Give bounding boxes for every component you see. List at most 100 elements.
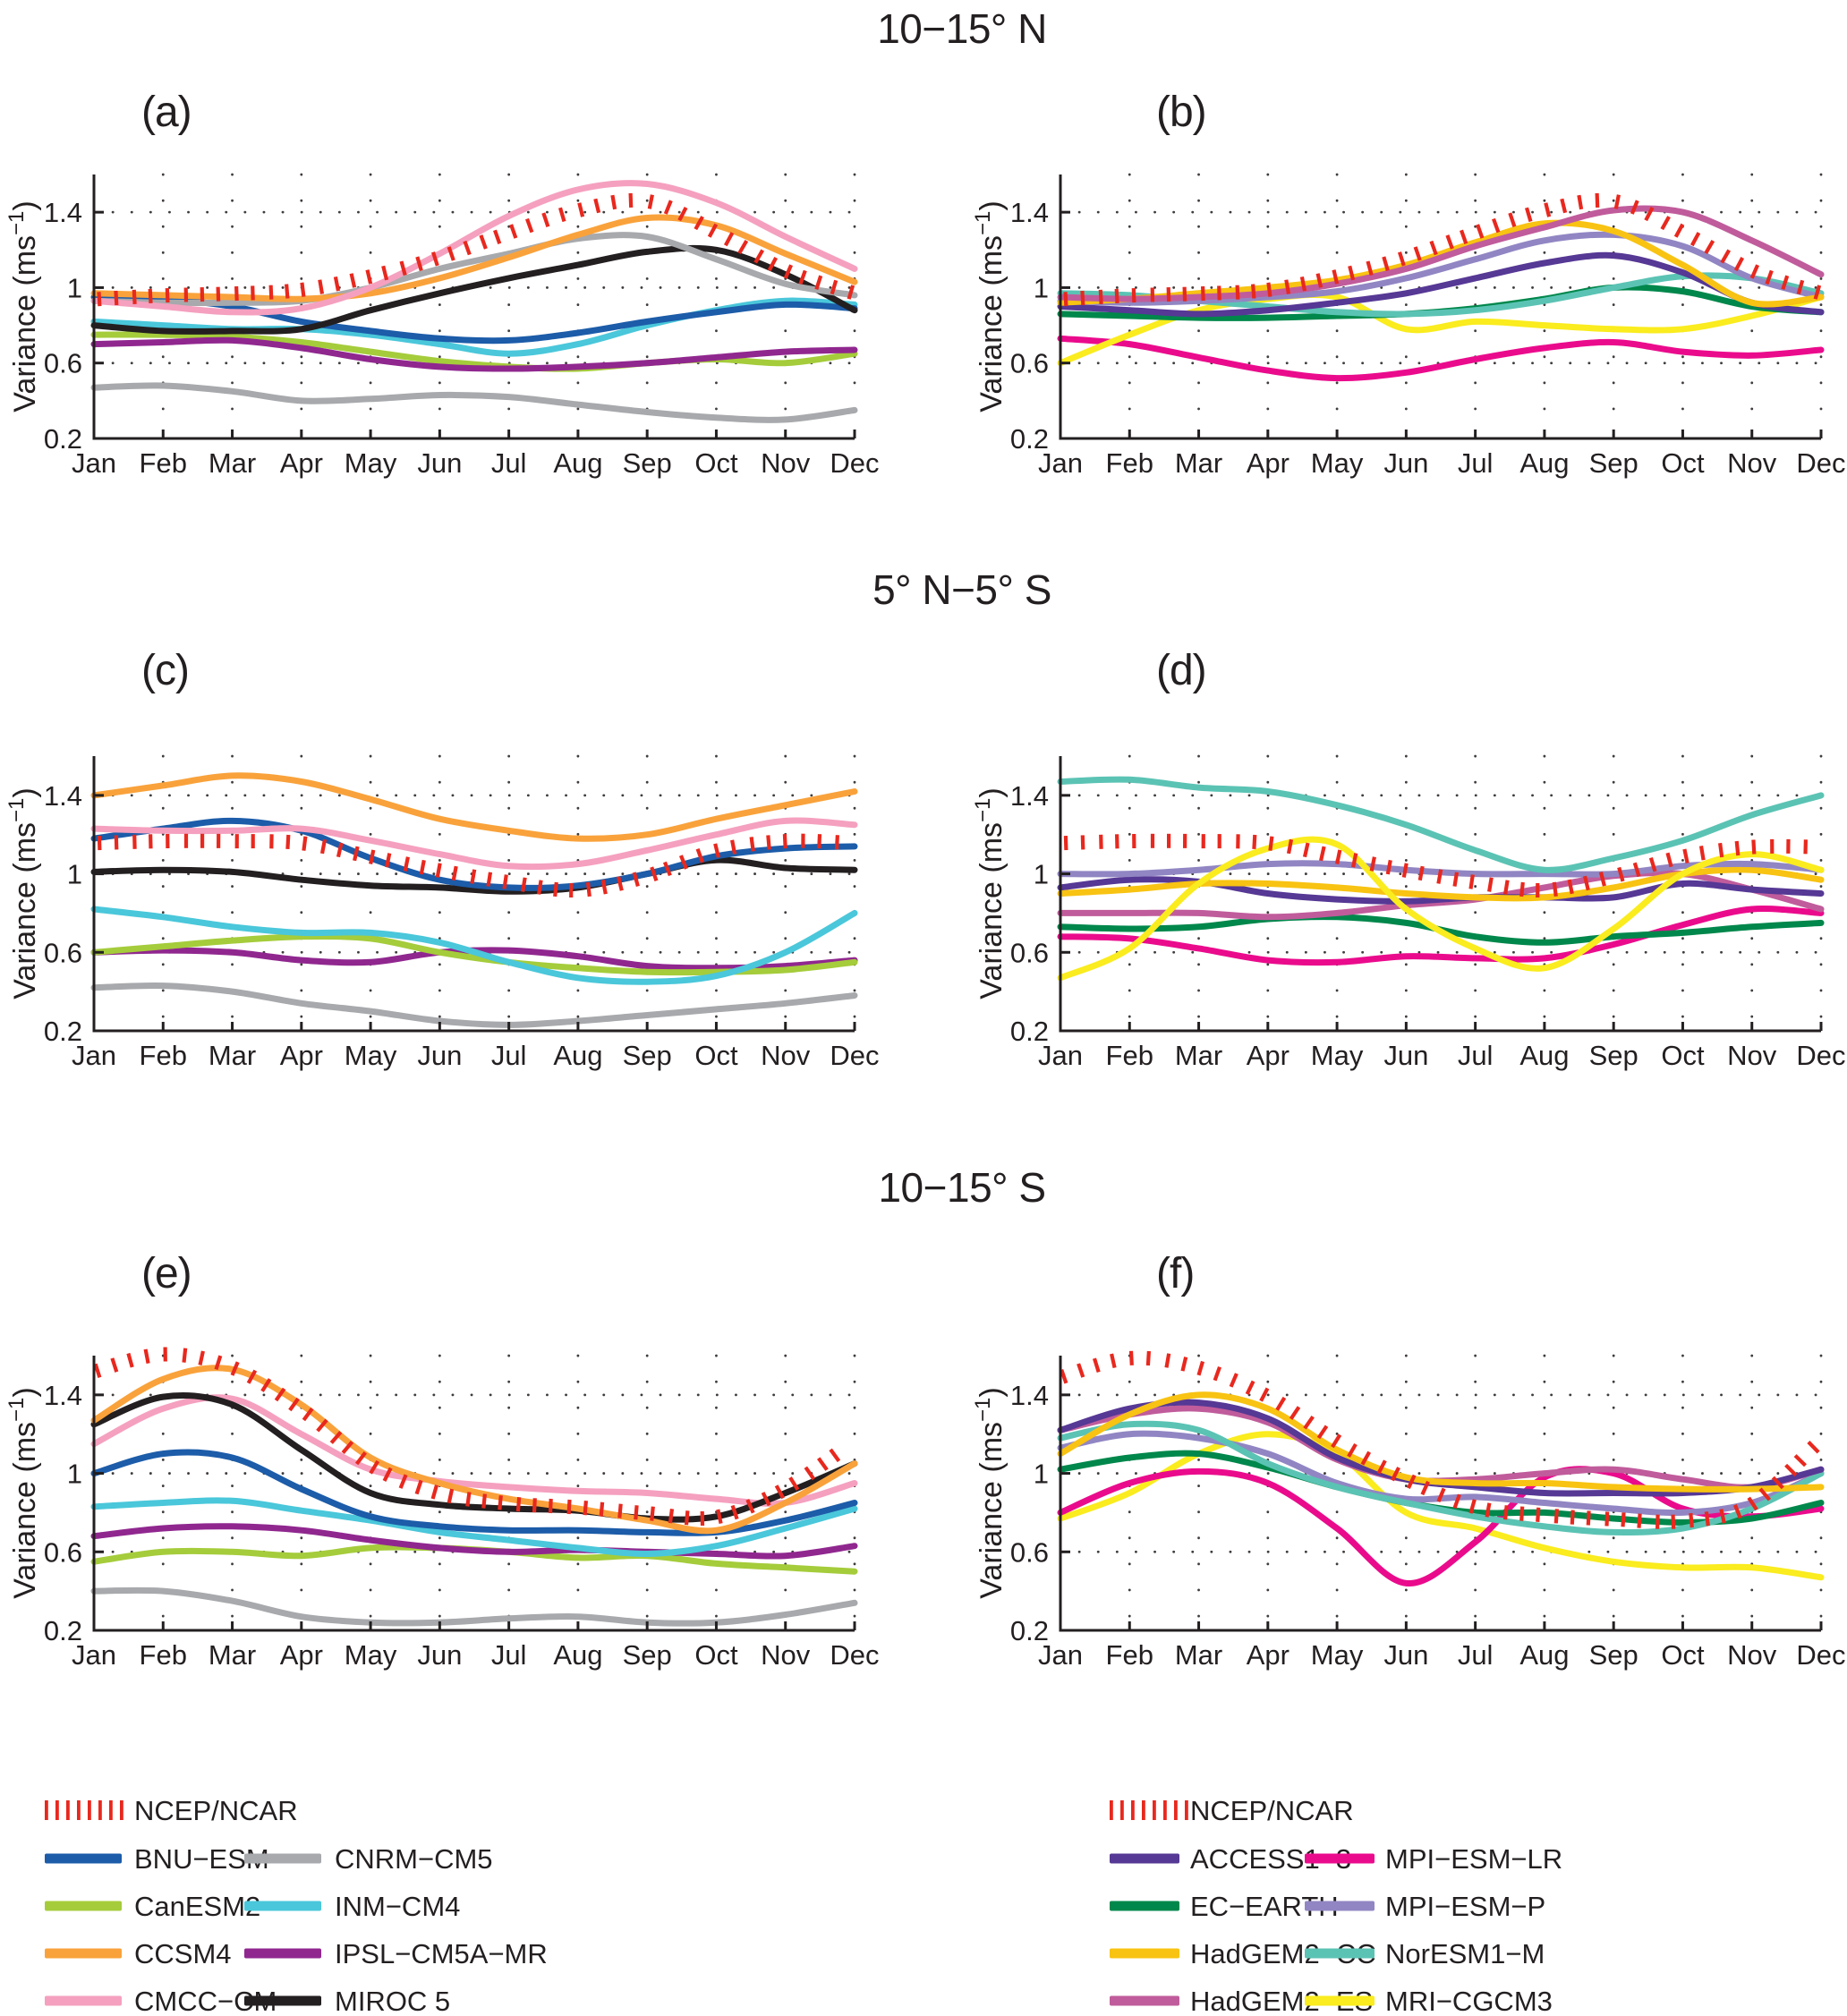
hatch-tick (1259, 1387, 1270, 1402)
hatch-tick (214, 1355, 223, 1371)
hatch-tick (583, 1501, 588, 1516)
x-tick-label: Jan (72, 1639, 116, 1671)
hatch-tick (730, 839, 737, 855)
legend-hatch-bar (120, 1800, 123, 1820)
hatch-tick (834, 835, 839, 850)
hatch-tick (1732, 1504, 1742, 1519)
hatch-tick (1577, 194, 1584, 210)
hatch-tick (749, 837, 755, 852)
y-tick-label: 0.6 (44, 1536, 82, 1568)
hatch-tick (610, 194, 617, 210)
y-tick-label: 1.4 (1010, 197, 1049, 228)
series-line-CNRM-CM5 (90, 1586, 858, 1627)
panel-letter-a: (a) (141, 89, 192, 136)
series-line-CCSM4 (90, 772, 858, 842)
legend-swatch-EC-EARTH (1110, 1901, 1179, 1911)
legend-label: MPI−ESM−P (1385, 1891, 1545, 1922)
hatch-tick (1660, 216, 1671, 231)
hatch-tick (234, 285, 239, 302)
x-tick-label: Sep (623, 447, 672, 479)
hatch-tick (766, 835, 771, 850)
series-line-MIROC-5 (90, 244, 858, 335)
hatch-tick (230, 1361, 240, 1376)
y-axis-label: Variance (ms−1) (4, 1387, 42, 1598)
series-hatch-NCEP-NCAR (97, 833, 839, 898)
hatch-tick (1413, 246, 1422, 261)
x-tick-label: May (345, 1639, 397, 1671)
hatch-tick (694, 216, 704, 231)
hatch-tick (1595, 192, 1600, 208)
hatch-tick (585, 881, 592, 897)
hatch-tick (381, 265, 389, 281)
hatch-tick (1251, 284, 1256, 299)
y-tick-label: 1 (67, 859, 82, 890)
series-line-gray-unlabeled- (90, 232, 858, 307)
hatch-tick (97, 292, 102, 307)
hatch-tick (707, 223, 719, 238)
legend-swatch-CNRM-CM5 (244, 1853, 321, 1864)
row-title-10-15N: 10−15° N (877, 5, 1047, 52)
hatch-tick (182, 1348, 188, 1363)
hatch-tick (316, 1418, 328, 1433)
x-tick-label: Aug (1519, 1040, 1569, 1071)
hatch-tick (430, 1484, 439, 1500)
hatch-tick (730, 1504, 739, 1520)
y-tick-label: 1.4 (44, 1380, 82, 1411)
hatch-tick (761, 1492, 771, 1507)
hatch-tick (1570, 1510, 1575, 1525)
hatch-tick (1360, 1450, 1372, 1466)
hatch-tick (1476, 224, 1485, 239)
legend-label: CanESM2 (134, 1891, 260, 1922)
hatch-tick (414, 1479, 423, 1495)
hatch-tick (1128, 1350, 1134, 1365)
hatch-tick (1733, 257, 1745, 272)
legend-hatch-bar (1142, 1800, 1145, 1820)
y-tick-label: 0.2 (1010, 1615, 1049, 1646)
x-tick-label: Dec (830, 447, 879, 479)
series-line-INM-CM4 (90, 1497, 858, 1558)
series-line-NorESM1-M (1057, 776, 1825, 873)
legend-label: NorESM1−M (1385, 1938, 1545, 1969)
y-tick-label: 0.2 (44, 1016, 82, 1047)
hatch-tick (677, 207, 688, 222)
hatch-tick (300, 282, 306, 297)
x-tick-label: Jun (1383, 1639, 1428, 1671)
series-line-CMCC-CM (90, 817, 858, 871)
hatch-tick (465, 1492, 472, 1507)
x-tick-label: Aug (1519, 1639, 1569, 1671)
hatch-tick (1131, 288, 1136, 303)
series-line-HadGEM2-ES (1057, 205, 1825, 302)
panel-letter-d: (d) (1156, 647, 1207, 694)
hatch-tick (1682, 848, 1690, 863)
x-tick-label: Apr (280, 447, 323, 479)
hatch-tick (1673, 223, 1685, 238)
legend-label: MRI−CGCM3 (1385, 1986, 1553, 2016)
y-tick-label: 0.2 (1010, 1016, 1049, 1047)
hatch-tick (632, 872, 640, 887)
series-line-MRI-CGCM3 (1057, 836, 1825, 982)
hatch-tick (285, 284, 290, 299)
x-tick-label: Oct (1661, 447, 1705, 479)
hatch-tick (1519, 881, 1525, 897)
hatch-tick (1335, 849, 1342, 865)
hatch-tick (1376, 1459, 1387, 1475)
hatch-tick (1689, 1512, 1694, 1528)
hatch-tick (1348, 265, 1356, 281)
hatch-tick (1524, 207, 1533, 223)
hatch-tick (684, 1510, 690, 1526)
series-line-HadGEM2-CC (1057, 219, 1825, 308)
hatch-tick (1302, 842, 1310, 858)
hatch-tick (716, 1509, 723, 1525)
x-tick-label: Nov (1727, 447, 1777, 479)
hatch-tick (318, 279, 325, 294)
x-tick-label: May (345, 447, 397, 479)
series-line-BNU-ESM (90, 817, 858, 891)
x-tick-label: Mar (209, 1040, 256, 1071)
hatch-tick (1180, 1357, 1188, 1372)
hatch-tick (1145, 1350, 1151, 1366)
hatch-tick (558, 207, 566, 223)
hatch-tick (1665, 852, 1673, 868)
hatch-tick (148, 288, 153, 304)
hatch-tick (1807, 1441, 1820, 1454)
x-tick-label: Oct (694, 1639, 738, 1671)
